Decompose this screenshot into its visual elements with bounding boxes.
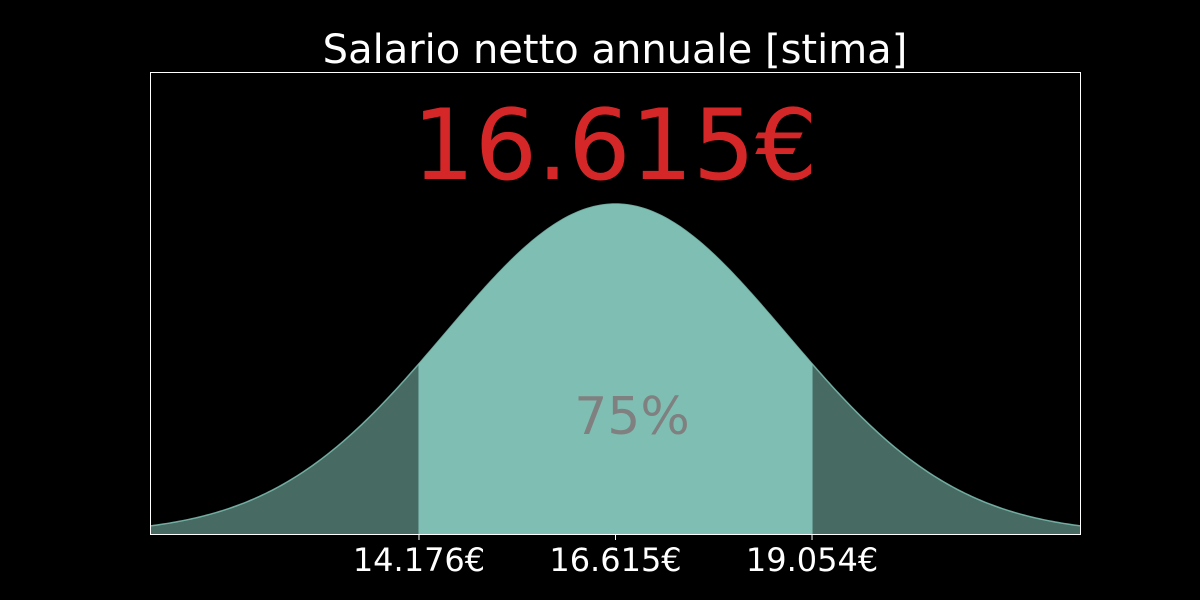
interval-percentage-label: 75% bbox=[574, 387, 690, 447]
plot-area bbox=[150, 203, 1081, 534]
interval-area bbox=[418, 204, 813, 534]
chart-title: Salario netto annuale [stima] bbox=[323, 27, 908, 73]
headline-value: 16.615€ bbox=[412, 89, 817, 203]
x-tick-label: 14.176€ bbox=[353, 541, 485, 579]
x-tick-label: 16.615€ bbox=[549, 541, 681, 579]
x-axis-ticks: 14.176€ 16.615€ 19.054€ bbox=[353, 534, 878, 579]
right-tail-area bbox=[812, 363, 1080, 534]
density-curve bbox=[150, 203, 1081, 527]
left-tail-area bbox=[151, 363, 419, 534]
x-tick-label: 19.054€ bbox=[746, 541, 878, 579]
